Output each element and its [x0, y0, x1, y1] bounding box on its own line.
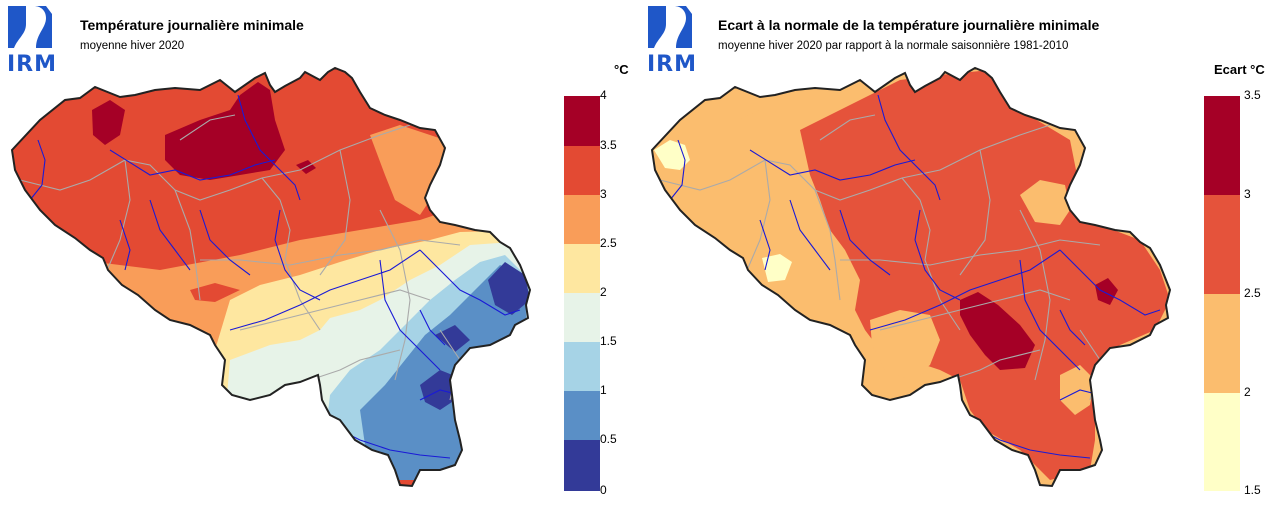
right-map-panel: IRM Ecart à la normale de la température… [640, 0, 1280, 507]
left-legend-unit: °C [614, 62, 629, 77]
legend-tick-label: 0 [600, 483, 607, 497]
legend-bin [1204, 195, 1240, 294]
legend-tick-label: 0.5 [600, 432, 617, 446]
legend-bin [564, 342, 600, 391]
legend-tick-label: 2.5 [1244, 286, 1261, 300]
irm-logo: IRM [646, 4, 698, 77]
legend-bin [564, 293, 600, 342]
irm-logo-icon [648, 6, 692, 48]
legend-tick-label: 3.5 [600, 138, 617, 152]
legend-tick-label: 4 [600, 88, 607, 102]
legend-tick-label: 3 [1244, 187, 1251, 201]
legend-bin [564, 440, 600, 491]
legend-tick-label: 2.5 [600, 236, 617, 250]
left-belgium-map [10, 66, 532, 488]
legend-tick-label: 1.5 [1244, 483, 1261, 497]
legend-tick-label: 1.5 [600, 334, 617, 348]
irm-logo-icon [8, 6, 52, 48]
left-map-panel: IRM Température journalière minimale moy… [6, 4, 629, 497]
legend-bin [1204, 96, 1240, 195]
legend-bin [564, 146, 600, 195]
irm-logo: IRM [6, 4, 58, 77]
right-map-subtitle: moyenne hiver 2020 par rapport à la norm… [718, 40, 1069, 52]
right-legend-unit: Ecart °C [1214, 62, 1265, 77]
legend-tick-label: 2 [1244, 385, 1251, 399]
irm-logo-text: IRM [6, 52, 58, 77]
legend-bin [1204, 393, 1240, 491]
legend-tick-label: 1 [600, 383, 607, 397]
left-map-subtitle: moyenne hiver 2020 [80, 40, 185, 52]
legend-bin [564, 96, 600, 146]
legend-bin [564, 391, 600, 440]
right-belgium-map [650, 66, 1172, 488]
left-color-legend: 4 3.5 3 2.5 2 1.5 1 0.5 0 [564, 88, 644, 497]
right-color-legend: 3.5 3 2.5 2 1.5 [1204, 88, 1280, 497]
legend-tick-label: 3 [600, 187, 607, 201]
left-map-title: Température journalière minimale [80, 17, 304, 33]
legend-bin [564, 244, 600, 293]
legend-bin [564, 195, 600, 244]
legend-bin [1204, 294, 1240, 393]
legend-tick-label: 2 [600, 285, 607, 299]
legend-tick-label: 3.5 [1244, 88, 1261, 102]
irm-logo-text: IRM [646, 52, 698, 77]
right-map-title: Ecart à la normale de la température jou… [718, 17, 1100, 33]
